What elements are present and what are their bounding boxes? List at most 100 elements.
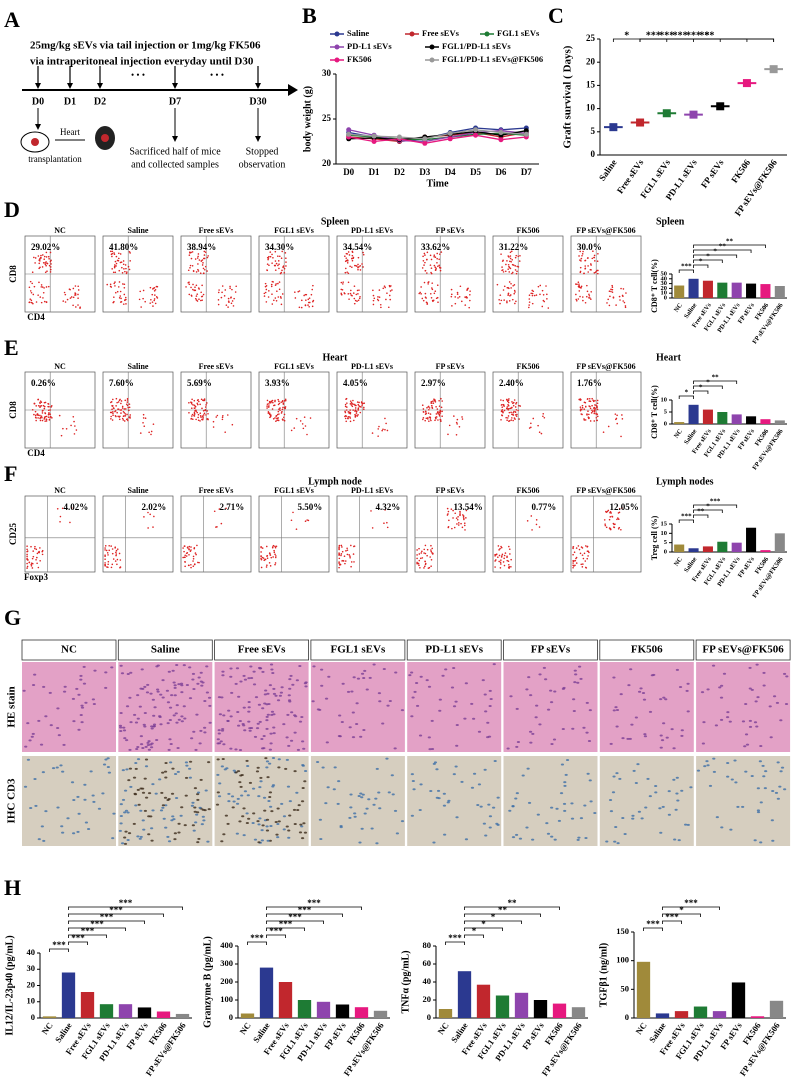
histology-nucleus — [198, 742, 202, 745]
histology-nucleus — [217, 732, 221, 735]
flow-event — [345, 420, 348, 423]
flow-event — [191, 264, 194, 267]
significance-bracket — [464, 934, 484, 938]
flow-event — [589, 407, 592, 410]
flow-event — [200, 291, 202, 294]
flow-event — [459, 285, 462, 288]
flow-event — [199, 403, 201, 406]
flow-event — [122, 283, 124, 285]
histology-nucleus — [734, 781, 738, 784]
histology-nucleus — [393, 747, 397, 750]
flow-event — [275, 414, 278, 417]
histology-nucleus — [356, 677, 361, 680]
series-point — [473, 127, 479, 133]
histology-nucleus — [289, 674, 293, 677]
flow-event — [434, 256, 437, 259]
histology-nucleus — [152, 714, 156, 717]
flow-event — [124, 299, 126, 302]
flow-event — [514, 265, 517, 267]
histology-nucleus — [514, 797, 518, 800]
flow-event — [362, 253, 365, 256]
flow-event — [344, 403, 347, 406]
flow-event — [293, 427, 296, 429]
histology-nucleus — [242, 807, 246, 810]
histology-nucleus — [634, 781, 638, 784]
histology-nucleus — [205, 691, 210, 694]
chart-title: Lymph nodes — [656, 476, 714, 487]
histology-nucleus — [272, 687, 276, 690]
histology-nucleus — [277, 820, 281, 823]
flow-event — [33, 285, 36, 288]
flow-event — [611, 286, 614, 289]
histology-nucleus — [563, 784, 567, 787]
significance-label: * — [624, 30, 629, 41]
histology-nucleus — [252, 670, 256, 673]
flow-event — [47, 409, 50, 412]
flow-event — [424, 544, 427, 547]
flow-event — [338, 561, 340, 563]
histology-nucleus — [288, 814, 292, 817]
flow-event — [498, 549, 500, 551]
histology-nucleus — [40, 825, 44, 828]
flow-event — [139, 290, 142, 293]
histology-nucleus — [56, 727, 60, 730]
flow-x-axis: Foxp3 — [24, 572, 49, 582]
flow-event — [59, 520, 61, 523]
histology-nucleus — [49, 724, 53, 727]
flow-event — [274, 400, 276, 403]
flow-event — [43, 418, 46, 420]
flow-event — [127, 406, 130, 409]
flow-event — [38, 551, 40, 554]
histology-nucleus — [686, 682, 690, 685]
histology-nucleus — [477, 783, 482, 786]
flow-event — [300, 299, 303, 302]
histology-nucleus — [139, 809, 143, 812]
histology-nucleus — [573, 681, 577, 684]
flow-event — [37, 294, 39, 296]
bar — [774, 533, 785, 552]
flow-event — [344, 410, 346, 413]
flow-event — [302, 427, 305, 430]
flow-event — [42, 291, 45, 294]
flow-event — [154, 294, 156, 296]
flow-event — [531, 529, 533, 531]
y-axis-label: Treg cell (%) — [650, 515, 659, 560]
flow-event — [581, 413, 583, 416]
histology-nucleus — [706, 688, 710, 691]
flow-event — [114, 260, 117, 263]
flow-event — [202, 417, 204, 419]
flow-event — [430, 287, 433, 289]
flow-event — [508, 419, 511, 422]
y-tick-label: 20 — [27, 979, 36, 989]
histology-nucleus — [476, 803, 480, 806]
bar — [156, 1011, 171, 1018]
flow-event — [234, 291, 237, 293]
histology-nucleus — [287, 829, 291, 832]
flow-event — [424, 560, 426, 563]
bar — [746, 416, 757, 424]
histology-group: FK506 — [631, 644, 663, 656]
flow-sample-name: FP sEVs — [436, 362, 465, 371]
flow-event — [615, 417, 618, 420]
histology-nucleus — [188, 697, 193, 700]
histology-nucleus — [349, 806, 353, 809]
bar — [457, 971, 472, 1018]
flow-event — [221, 416, 224, 419]
flow-event — [269, 415, 272, 418]
flow-event — [344, 267, 347, 270]
flow-event — [345, 415, 348, 417]
flow-event — [143, 425, 146, 428]
flow-event — [511, 401, 513, 403]
histology-nucleus — [492, 663, 496, 666]
histology-nucleus — [44, 810, 48, 813]
histology-nucleus — [748, 719, 752, 722]
histology-nucleus — [245, 822, 249, 825]
flow-event — [621, 507, 623, 509]
flow-event — [205, 404, 207, 406]
histology-nucleus — [662, 696, 666, 699]
histology-nucleus — [619, 693, 623, 696]
histology-nucleus — [743, 745, 747, 748]
histology-nucleus — [208, 704, 212, 707]
x-axis-label: Time — [426, 178, 449, 189]
flow-event — [382, 428, 384, 431]
